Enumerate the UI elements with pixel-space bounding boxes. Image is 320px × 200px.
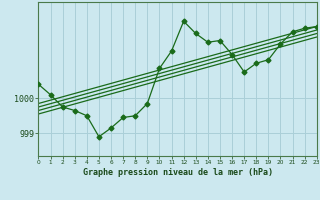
X-axis label: Graphe pression niveau de la mer (hPa): Graphe pression niveau de la mer (hPa)	[83, 168, 273, 177]
